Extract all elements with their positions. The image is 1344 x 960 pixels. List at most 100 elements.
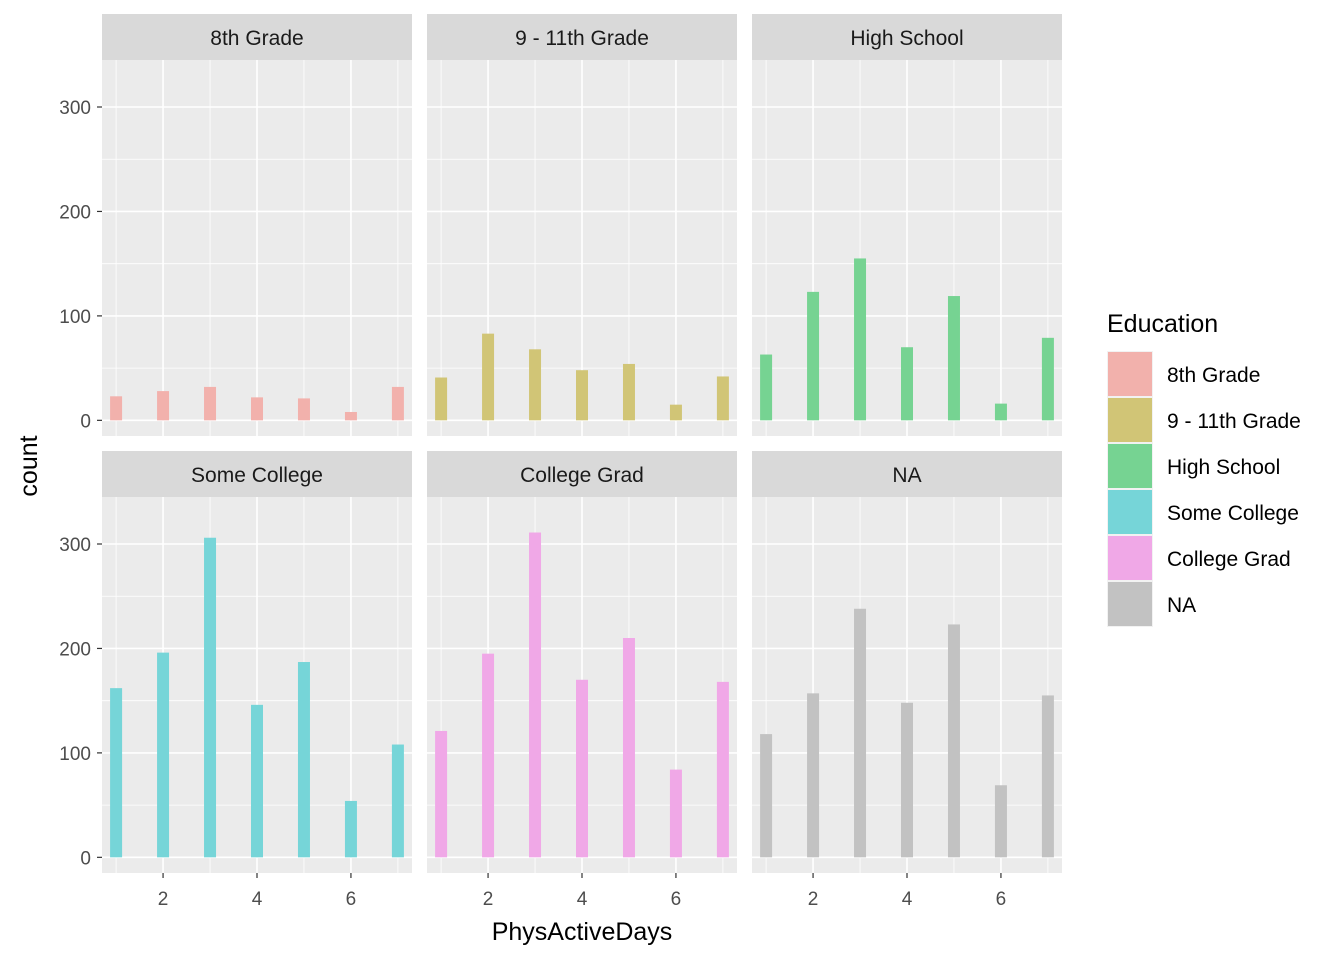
y-tick-label: 100 bbox=[59, 744, 91, 765]
bar bbox=[576, 679, 588, 858]
bar bbox=[716, 681, 729, 858]
bar bbox=[807, 291, 820, 421]
bar bbox=[482, 333, 495, 421]
facet-strip bbox=[427, 14, 737, 60]
legend-label: High School bbox=[1167, 456, 1280, 479]
bar bbox=[947, 624, 960, 858]
bar bbox=[760, 734, 773, 858]
legend-item: Some College bbox=[1107, 489, 1299, 535]
y-tick-label: 0 bbox=[80, 411, 91, 432]
legend-item: High School bbox=[1107, 443, 1280, 489]
bar bbox=[251, 397, 263, 421]
y-tick-label: 0 bbox=[80, 848, 91, 869]
bar bbox=[994, 785, 1007, 858]
legend-title: Education bbox=[1107, 310, 1218, 338]
bar bbox=[157, 391, 170, 421]
legend: Education 8th Grade 9 - 11th Grade High Sc… bbox=[1107, 310, 1301, 627]
x-tick-label: 6 bbox=[346, 889, 357, 910]
x-tick-label: 4 bbox=[902, 889, 913, 910]
legend-swatch bbox=[1108, 582, 1152, 626]
bar bbox=[947, 296, 960, 421]
bar bbox=[204, 537, 217, 858]
y-tick-label: 100 bbox=[59, 307, 91, 328]
legend-item: 8th Grade bbox=[1107, 351, 1260, 397]
bar bbox=[994, 403, 1007, 421]
bar bbox=[297, 398, 310, 421]
bar bbox=[669, 769, 682, 858]
bar bbox=[204, 386, 217, 421]
legend-label: 8th Grade bbox=[1167, 364, 1260, 387]
bar bbox=[529, 532, 542, 858]
x-tick-label: 2 bbox=[808, 889, 819, 910]
bar bbox=[901, 702, 913, 858]
facet-strip-label: 8th Grade bbox=[210, 27, 303, 50]
bar bbox=[251, 704, 263, 858]
y-tick-label: 300 bbox=[59, 98, 91, 119]
facet-strip-label: Some College bbox=[191, 464, 323, 487]
facet-strip bbox=[427, 451, 737, 497]
facet-panels: 8th Grade 0 100 200 300 9 - 11th Grade High Sc… bbox=[59, 14, 1062, 910]
bar bbox=[854, 258, 867, 421]
bar bbox=[157, 652, 170, 858]
bar bbox=[1041, 695, 1054, 858]
bar bbox=[110, 396, 123, 421]
bar bbox=[901, 347, 913, 421]
legend-label: Some College bbox=[1167, 502, 1299, 525]
x-tick-label: 6 bbox=[671, 889, 682, 910]
y-tick-label: 200 bbox=[59, 639, 91, 660]
facet-panel: 9 - 11th Grade bbox=[427, 14, 737, 436]
facet-panel: 8th Grade 0 100 200 300 bbox=[59, 14, 412, 436]
bar bbox=[435, 730, 448, 858]
bar bbox=[435, 377, 448, 421]
bar bbox=[622, 638, 635, 858]
bar bbox=[622, 363, 635, 421]
bar bbox=[854, 608, 867, 858]
facet-panel: NA 2 4 6 bbox=[752, 451, 1062, 910]
facet-panel: High School bbox=[752, 14, 1062, 436]
facet-strip-label: College Grad bbox=[520, 464, 644, 487]
legend-label: NA bbox=[1167, 594, 1196, 617]
facet-strip-label: NA bbox=[892, 464, 921, 487]
bar bbox=[391, 386, 404, 421]
x-tick-label: 4 bbox=[577, 889, 588, 910]
bar bbox=[760, 354, 773, 421]
bar bbox=[344, 411, 357, 421]
legend-swatch bbox=[1108, 398, 1152, 442]
facet-strip-label: 9 - 11th Grade bbox=[515, 27, 649, 50]
bar bbox=[807, 693, 820, 858]
facet-panel: Some College 0 100 200 300 2 4 6 bbox=[59, 451, 412, 910]
x-tick-label: 2 bbox=[483, 889, 494, 910]
facet-strip bbox=[102, 451, 412, 497]
legend-item: NA bbox=[1107, 581, 1196, 627]
y-tick-label: 200 bbox=[59, 202, 91, 223]
bar bbox=[297, 662, 310, 858]
legend-swatch bbox=[1108, 490, 1152, 534]
y-tick-label: 300 bbox=[59, 535, 91, 556]
bar bbox=[529, 349, 542, 421]
x-axis-title: PhysActiveDays bbox=[492, 918, 673, 946]
bar bbox=[669, 404, 682, 421]
legend-swatch bbox=[1108, 444, 1152, 488]
bar bbox=[716, 376, 729, 421]
x-tick-label: 6 bbox=[996, 889, 1007, 910]
y-axis-title: count bbox=[15, 435, 43, 496]
facet-strip bbox=[752, 14, 1062, 60]
legend-item: 9 - 11th Grade bbox=[1107, 397, 1301, 443]
x-tick-label: 4 bbox=[252, 889, 263, 910]
bar bbox=[482, 653, 495, 858]
legend-swatch bbox=[1108, 536, 1152, 580]
legend-label: 9 - 11th Grade bbox=[1167, 410, 1301, 433]
legend-label: College Grad bbox=[1167, 548, 1291, 571]
legend-swatch bbox=[1108, 352, 1152, 396]
facet-strip bbox=[102, 14, 412, 60]
bar bbox=[576, 370, 588, 421]
bar bbox=[344, 800, 357, 858]
x-tick-label: 2 bbox=[158, 889, 169, 910]
legend-item: College Grad bbox=[1107, 535, 1291, 581]
facet-panel: College Grad 2 4 6 bbox=[427, 451, 737, 910]
bar bbox=[1041, 337, 1054, 421]
bar bbox=[391, 744, 404, 858]
facet-strip bbox=[752, 451, 1062, 497]
bar bbox=[110, 688, 123, 858]
